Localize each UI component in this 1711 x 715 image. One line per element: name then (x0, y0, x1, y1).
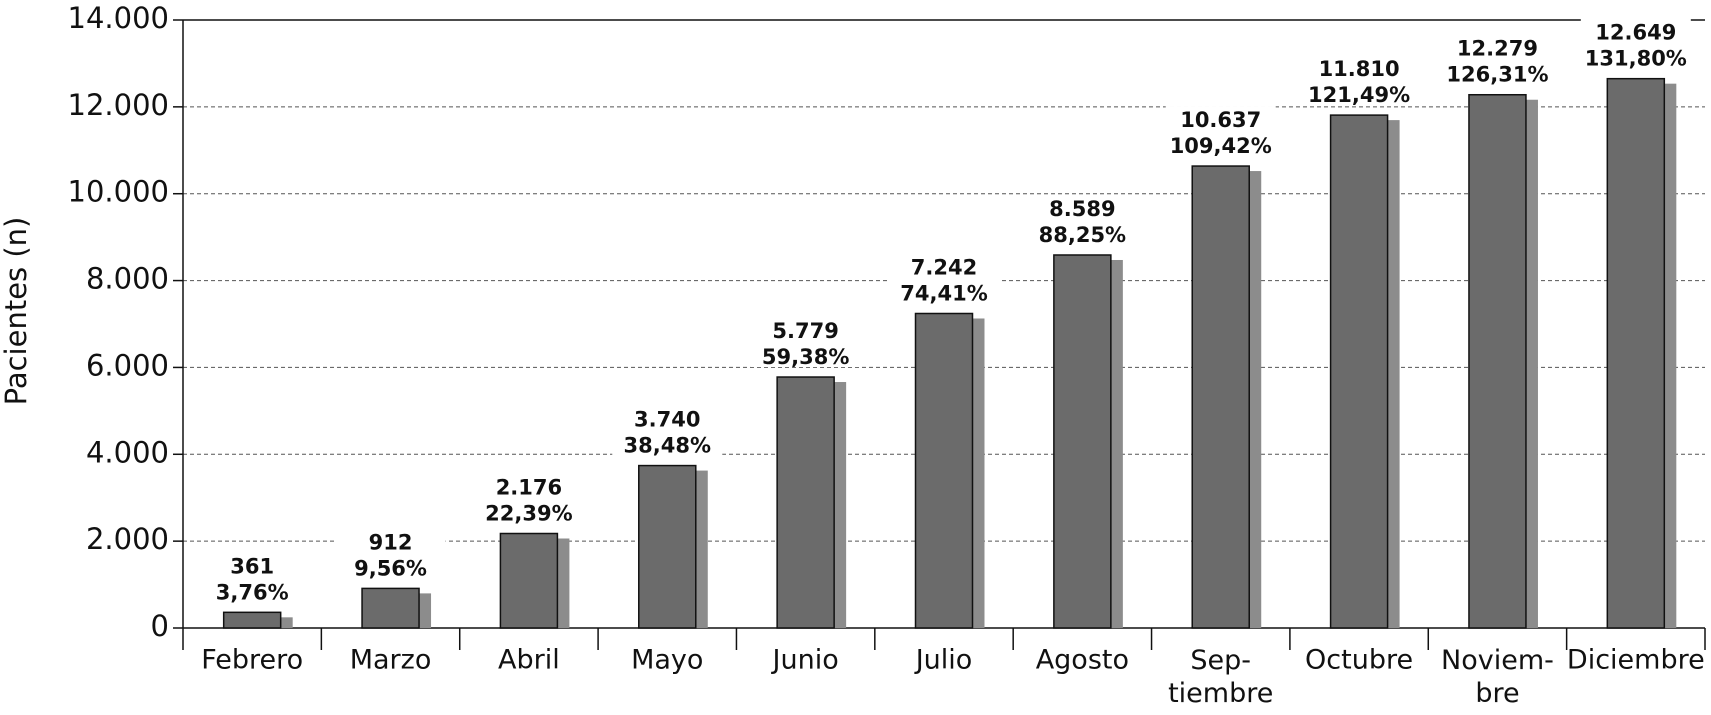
percent-label: 74,41% (900, 281, 987, 305)
value-label: 8.589 (1049, 197, 1115, 221)
x-tick-label: Diciembre (1567, 645, 1705, 676)
label-background (473, 473, 584, 524)
percent-label: 109,42% (1170, 134, 1272, 158)
value-label: 912 (369, 530, 413, 554)
y-tick-label: 4.000 (86, 435, 169, 469)
bar (361, 587, 420, 629)
label-background (335, 528, 446, 579)
percent-label: 121,49% (1308, 83, 1410, 107)
bar (1329, 114, 1389, 629)
y-tick-label: 14.000 (68, 1, 169, 35)
percent-label: 126,31% (1446, 63, 1548, 87)
y-tick-label: 8.000 (86, 262, 169, 296)
label-background (1580, 18, 1691, 69)
x-tick-label: Julio (914, 645, 973, 676)
value-label: 11.810 (1319, 57, 1400, 81)
x-tick-label: Sep-tiembre (1168, 645, 1273, 709)
label-background (1027, 194, 1138, 245)
percent-label: 131,80% (1585, 47, 1687, 71)
x-tick-label: Agosto (1036, 645, 1129, 676)
label-background (1304, 55, 1415, 106)
label-background (1442, 34, 1553, 85)
percent-label: 38,48% (624, 434, 711, 458)
value-label: 361 (230, 554, 274, 578)
bar (499, 532, 559, 629)
value-label: 7.242 (911, 255, 977, 279)
bar (1053, 254, 1112, 629)
value-label: 12.649 (1595, 21, 1676, 45)
label-background (750, 317, 861, 368)
bar (638, 464, 697, 629)
y-tick-label: 12.000 (68, 88, 169, 122)
bar (914, 312, 974, 629)
label-background (889, 253, 999, 304)
value-label: 5.779 (772, 319, 838, 343)
y-tick-label: 10.000 (68, 175, 169, 209)
x-tick-label: Noviem-bre (1441, 645, 1554, 709)
y-tick-label: 0 (151, 609, 169, 643)
bar (1606, 77, 1666, 629)
label-background (197, 552, 308, 603)
x-tick-label: Junio (771, 645, 839, 676)
label-background (1165, 106, 1276, 157)
percent-label: 88,25% (1039, 223, 1126, 247)
x-tick-label: Mayo (631, 645, 703, 676)
y-axis-label: Pacientes (n) (0, 217, 33, 406)
bar (222, 611, 282, 629)
y-tick-label: 6.000 (86, 348, 169, 382)
x-tick-label: Marzo (350, 645, 432, 676)
value-label: 12.279 (1457, 37, 1538, 61)
value-label: 10.637 (1180, 108, 1261, 132)
percent-label: 59,38% (762, 345, 849, 369)
percent-label: 9,56% (354, 556, 427, 580)
bar (1191, 165, 1250, 629)
value-label: 2.176 (496, 475, 562, 499)
label-background (612, 405, 723, 456)
percent-label: 3,76% (216, 580, 289, 604)
percent-label: 22,39% (485, 501, 572, 525)
y-tick-label: 2.000 (86, 522, 169, 556)
value-label: 3.740 (634, 408, 700, 432)
x-tick-label: Febrero (201, 645, 303, 676)
bar (776, 376, 835, 629)
x-tick-label: Octubre (1305, 645, 1413, 676)
x-tick-label: Abril (498, 645, 560, 676)
bar (1468, 93, 1527, 629)
